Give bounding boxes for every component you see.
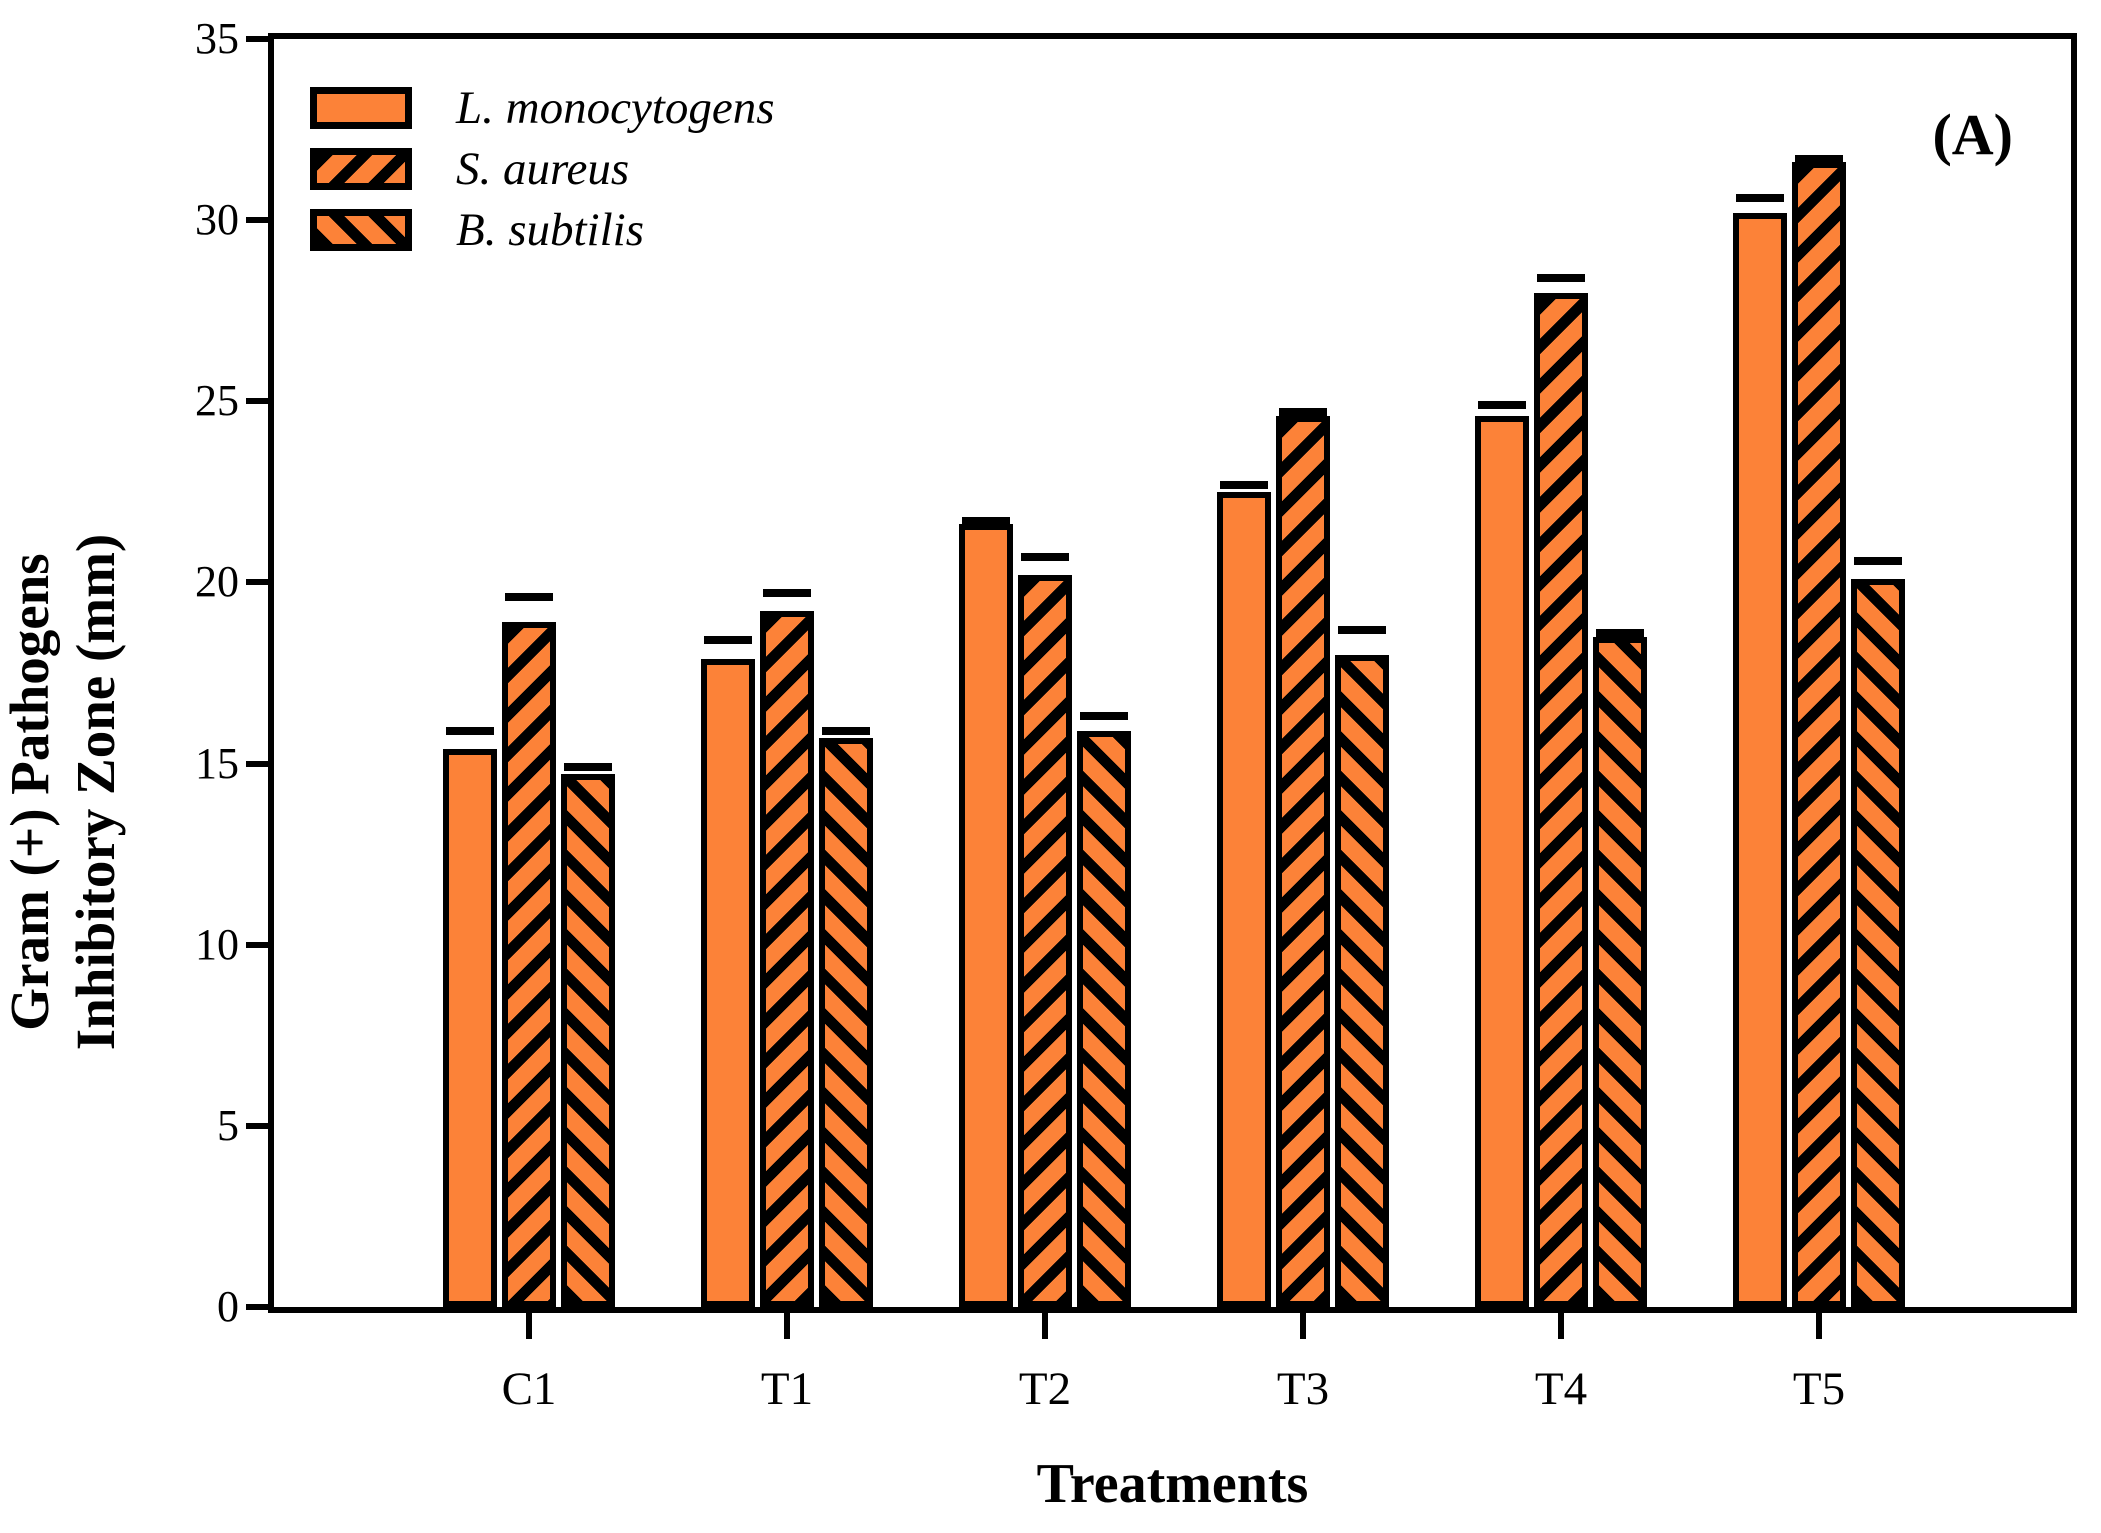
bar (1217, 491, 1271, 1307)
error-bar-cap (822, 726, 870, 735)
error-bar-cap (1220, 480, 1268, 489)
bar (502, 622, 556, 1307)
x-axis-title: Treatments (1036, 1453, 1309, 1515)
bar (1534, 292, 1588, 1307)
x-axis-tick (784, 1313, 790, 1339)
y-tick-label: 25 (195, 376, 239, 426)
error-bar-cap (1021, 553, 1069, 562)
legend-label: B. subtilis (456, 204, 645, 256)
x-axis-tick (526, 1313, 532, 1339)
error-bar-cap (1338, 625, 1386, 634)
y-tick-label: 35 (195, 14, 239, 63)
y-axis-tick (246, 1304, 268, 1310)
y-axis-label: Gram (+) Pathogens Inhibitory Zone (mm) (0, 242, 137, 1342)
error-bar-cap (1795, 154, 1843, 163)
bar (1733, 212, 1787, 1307)
x-axis-tick (1042, 1313, 1048, 1339)
bar (1018, 575, 1072, 1307)
error-bar-cap (1080, 712, 1128, 721)
y-axis-tick (246, 760, 268, 767)
y-axis-label-line1: Gram (+) Pathogens (0, 553, 60, 1031)
error-bar-cap (1478, 400, 1526, 409)
legend-row: B. subtilis (310, 203, 775, 257)
error-bar-cap (763, 589, 811, 598)
legend-swatch (310, 87, 412, 129)
y-tick-label: 5 (217, 1100, 239, 1150)
y-axis-label-line2: Inhibitory Zone (mm) (65, 533, 126, 1051)
panel-label: (A) (1932, 102, 2013, 167)
bar (760, 611, 814, 1307)
bar (561, 774, 615, 1307)
error-bar-cap (1736, 194, 1784, 203)
x-category-label: T2 (1018, 1363, 1072, 1415)
bar (1276, 415, 1330, 1307)
bar (1792, 162, 1846, 1307)
y-axis-tick (246, 36, 268, 42)
y-axis-tick (246, 941, 268, 948)
legend-swatch (310, 209, 412, 251)
x-category-label: C1 (501, 1363, 557, 1415)
error-bar-cap (1854, 556, 1902, 565)
error-bar-cap (1537, 274, 1585, 283)
error-bar-cap (564, 763, 612, 772)
y-tick-label: 10 (195, 919, 239, 969)
x-category-label: T1 (760, 1363, 814, 1415)
y-tick-label: 30 (195, 195, 239, 245)
y-axis-tick (246, 579, 268, 586)
y-tick-label: 20 (195, 557, 239, 607)
x-axis-tick (1300, 1313, 1306, 1339)
x-category-label: T3 (1276, 1363, 1330, 1415)
x-category-label: T4 (1534, 1363, 1588, 1415)
bar (1335, 654, 1389, 1307)
bar (443, 749, 497, 1307)
legend-row: S. aureus (310, 142, 775, 196)
y-tick-label: 0 (217, 1282, 239, 1331)
bar (1077, 730, 1131, 1307)
y-axis-tick (246, 1122, 268, 1129)
bar (1593, 636, 1647, 1307)
plot-area: L. monocytogens S. aureus B. subtilis (A) … (195, 14, 2077, 1339)
error-bar-cap (446, 726, 494, 735)
error-bar-cap (704, 636, 752, 645)
y-tick-label: 15 (195, 738, 239, 788)
bar (1475, 415, 1529, 1307)
legend: L. monocytogens S. aureus B. subtilis (310, 81, 775, 264)
bar (1851, 578, 1905, 1307)
error-bar-cap (962, 516, 1010, 525)
x-category-label: T5 (1792, 1363, 1846, 1415)
y-axis-tick (246, 217, 268, 224)
legend-swatch (310, 148, 412, 190)
error-bar-cap (1279, 408, 1327, 417)
bar (701, 658, 755, 1307)
x-axis-tick (1558, 1313, 1564, 1339)
error-bar-cap (505, 592, 553, 601)
error-bar-cap (1596, 629, 1644, 638)
legend-label: L. monocytogens (456, 82, 775, 134)
legend-row: L. monocytogens (310, 81, 775, 135)
y-axis-tick (246, 398, 268, 405)
bar (959, 524, 1013, 1307)
x-axis-tick (1816, 1313, 1822, 1339)
legend-label: S. aureus (456, 143, 630, 195)
bar (819, 738, 873, 1307)
